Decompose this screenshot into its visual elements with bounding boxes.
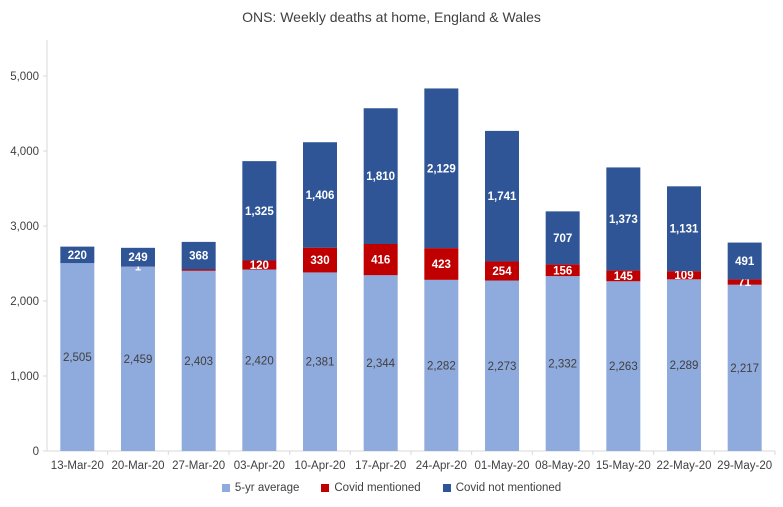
bar-segment [242, 161, 277, 261]
bar-segment [181, 241, 216, 270]
y-tick-label: 5,000 [10, 71, 39, 83]
data-label: 2,505 [63, 352, 92, 364]
chart-title: ONS: Weekly deaths at home, England & Wa… [242, 9, 541, 25]
bar-segment [485, 280, 519, 451]
bar-segment [363, 275, 398, 451]
data-label: 220 [68, 250, 87, 262]
bar-segment [424, 88, 459, 249]
x-tick-label: 27-Mar-20 [172, 460, 225, 472]
bar-segment [60, 246, 95, 264]
data-label: 71 [738, 277, 751, 289]
data-label: 368 [189, 251, 209, 263]
bar-segment [667, 186, 701, 272]
y-tick-label: 3,000 [10, 221, 39, 233]
x-tick-label: 20-Mar-20 [111, 460, 164, 472]
x-tick-label: 22-May-20 [657, 460, 712, 472]
legend-label: Covid not mentioned [455, 482, 562, 494]
legend: 5-yr average Covid mentioned Covid not men… [0, 482, 783, 494]
x-tick-label: 03-Apr-20 [234, 460, 285, 472]
bar-segment [363, 244, 398, 276]
bar-segment [303, 142, 337, 248]
bar-segment [485, 261, 519, 281]
legend-swatch [221, 484, 230, 492]
data-label: 109 [674, 270, 693, 282]
data-label: 1,741 [488, 191, 517, 203]
legend-swatch [321, 484, 330, 492]
data-label: 1,406 [306, 190, 335, 202]
data-label: 491 [735, 256, 755, 268]
bar-segment [727, 279, 762, 285]
bar-segment [606, 270, 641, 282]
data-label: 2,289 [670, 360, 699, 372]
data-label: 2,344 [366, 358, 395, 370]
x-tick-label: 01-May-20 [475, 460, 530, 472]
bar-segment [181, 269, 216, 271]
chart-plot: 0 1,000 2,000 3,000 4,000 5,000 2,505 220 13-Mar… [10, 40, 776, 472]
bar-segment [424, 279, 459, 451]
data-label: 2,282 [427, 360, 456, 372]
bar-segment [606, 167, 641, 271]
y-tick-label: 1,000 [10, 371, 39, 383]
bar-segment [60, 263, 95, 451]
bar-segment [424, 248, 459, 280]
bar-segment [303, 272, 337, 451]
data-label: 2,403 [184, 356, 213, 368]
data-label: 2,459 [124, 354, 153, 366]
data-label: 120 [250, 260, 269, 272]
bar-segment [303, 247, 337, 273]
data-label: 416 [371, 255, 390, 267]
legend-item: Covid mentioned [321, 482, 421, 494]
data-label: 2,381 [306, 357, 335, 369]
x-tick-label: 10-Apr-20 [294, 460, 345, 472]
data-label: 145 [614, 271, 634, 283]
data-label: 1,325 [245, 206, 274, 218]
x-tick-label: 17-Apr-20 [355, 460, 406, 472]
data-label: 156 [553, 265, 572, 277]
data-label: 707 [553, 233, 572, 245]
x-tick-label: 29-May-20 [717, 460, 772, 472]
data-label: 1,810 [366, 171, 395, 183]
data-label: 2,129 [427, 163, 456, 175]
data-label: 1 [135, 262, 142, 274]
bar-segment [667, 279, 701, 451]
bar-segment [545, 276, 580, 451]
x-tick-label: 15-May-20 [596, 460, 651, 472]
bar-segment [606, 281, 641, 451]
data-label: 423 [432, 259, 451, 271]
legend-item: 5-yr average [221, 482, 300, 494]
bar-segment [485, 130, 519, 262]
x-tick-label: 24-Apr-20 [416, 460, 467, 472]
y-tick-label: 0 [33, 446, 39, 458]
y-tick-label: 2,000 [10, 296, 39, 308]
bar-segment [121, 266, 155, 451]
data-label: 330 [310, 255, 329, 267]
legend-swatch [442, 484, 451, 492]
legend-label: 5-yr average [234, 482, 300, 494]
bar-segment [667, 271, 701, 280]
data-label: 2,273 [488, 361, 517, 373]
legend-label: Covid mentioned [334, 482, 421, 494]
data-label: 1,131 [670, 224, 699, 236]
data-label: 249 [128, 252, 147, 264]
bar-segment [121, 247, 155, 267]
bar-segment [242, 260, 277, 270]
x-tick-label: 08-May-20 [535, 460, 590, 472]
bar-segment [727, 284, 762, 451]
data-label: 2,332 [548, 359, 577, 371]
bar-segment [242, 269, 277, 451]
bar-segment [363, 108, 398, 244]
legend-item: Covid not mentioned [442, 482, 562, 494]
data-label: 1,373 [609, 214, 638, 226]
data-label: 254 [492, 266, 512, 278]
data-label: 2,217 [730, 363, 759, 375]
x-tick-label: 13-Mar-20 [51, 460, 104, 472]
bar-segment [545, 264, 580, 277]
bar-segment [181, 270, 216, 451]
bar-segment [545, 211, 580, 265]
bar-segment [727, 242, 762, 280]
data-label: 2,263 [609, 361, 638, 373]
y-tick-label: 4,000 [10, 146, 39, 158]
data-label: 2,420 [245, 355, 274, 367]
